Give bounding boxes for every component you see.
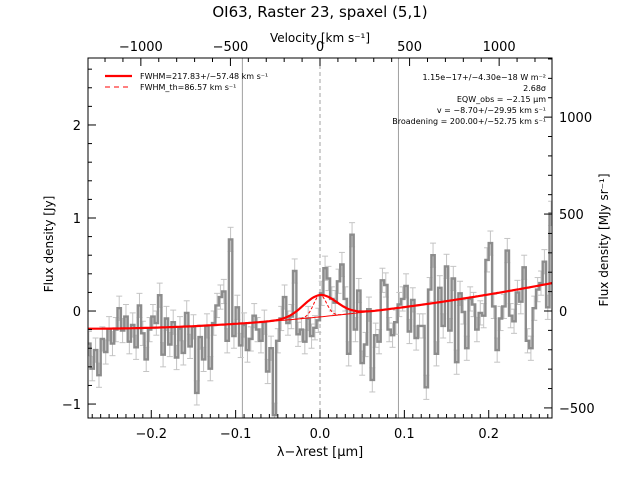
fit-annotation: EQW_obs = −2.15 μm (457, 95, 546, 104)
fit-annotation: 2.68σ (523, 84, 546, 93)
right-tick-label: 1000 (559, 111, 592, 126)
fit-annotation: v = −8.70+/−29.95 km s⁻¹ (437, 106, 546, 115)
fit-annotation: Broadening = 200.00+/−52.75 km s⁻¹ (392, 117, 546, 126)
right-tick-label: 500 (559, 208, 584, 223)
chart-title: OI63, Raster 23, spaxel (5,1) (212, 3, 427, 21)
y-tick-label: −1 (62, 398, 81, 413)
top-tick-label: 500 (397, 40, 422, 55)
x-tick-label: 0.1 (394, 427, 415, 442)
x-tick-label: 0.2 (478, 427, 499, 442)
data-series-step (88, 212, 552, 417)
x-axis-label: λ−λrest [μm] (277, 445, 363, 460)
plot-area: −0.2 −0.1 0.0 0.1 0.2 −1000 −500 0 500 1000 −1 0 1 2 −… (62, 40, 595, 442)
x-tick-label: 0.0 (310, 427, 331, 442)
top-tick-label: 0 (316, 40, 324, 55)
top-tick-label: 1000 (483, 40, 516, 55)
y-tick-label: 1 (73, 212, 81, 227)
fit-curve (88, 282, 552, 330)
x-tick-label: −0.2 (135, 427, 167, 442)
top-tick-label: −500 (213, 40, 249, 55)
y-tick-label: 2 (73, 119, 81, 134)
y-tick-label: 0 (73, 305, 81, 320)
legend-label: FWHM=217.83+/−57.48 km s⁻¹ (140, 72, 268, 81)
top-axis-label: Velocity [km s⁻¹] (270, 31, 370, 45)
top-tick-label: −1000 (119, 40, 163, 55)
y-axis-label: Flux density [Jy] (42, 196, 56, 293)
right-tick-label: 0 (559, 305, 567, 320)
right-axis-label: Flux density [MJy sr⁻¹] (597, 173, 611, 306)
fit-annotation: 1.15e−17+/−4.30e−18 W m⁻² (422, 73, 546, 82)
x-tick-label: −0.1 (220, 427, 252, 442)
legend-label: FWHM_th=86.57 km s⁻¹ (140, 83, 236, 92)
right-tick-label: −500 (559, 402, 595, 417)
